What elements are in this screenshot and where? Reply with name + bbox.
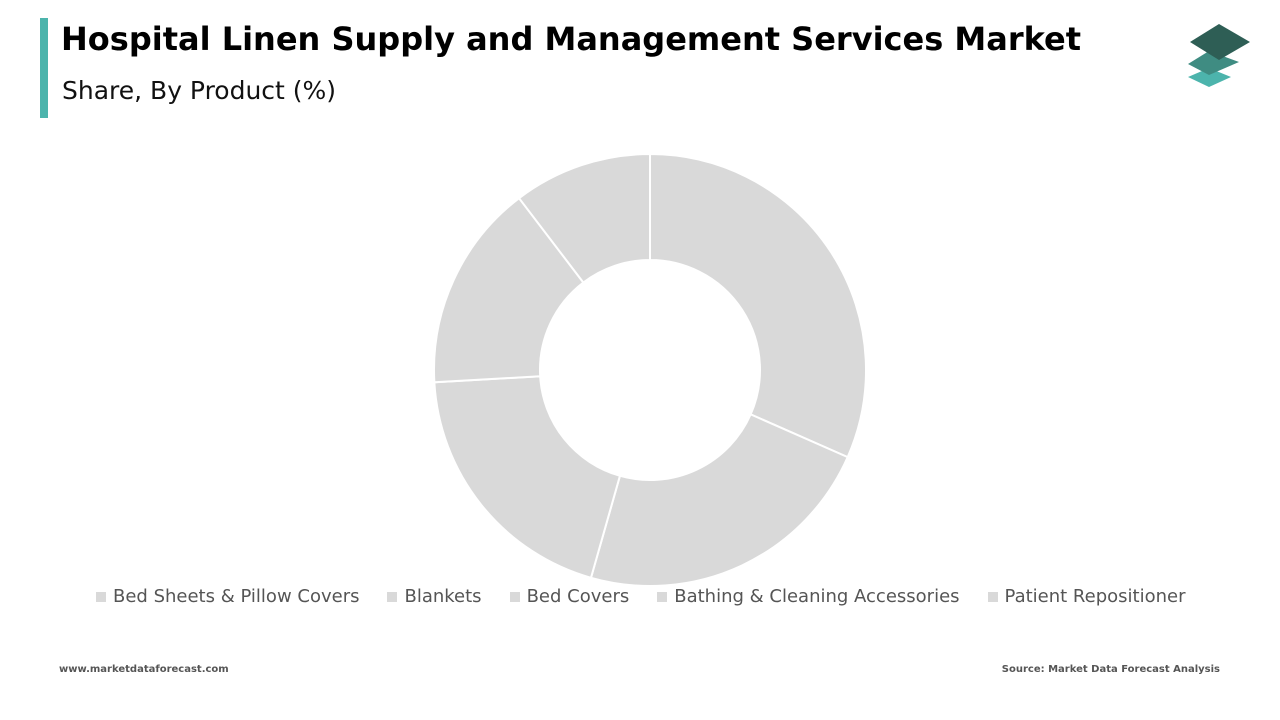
legend-swatch <box>987 591 998 602</box>
chart-legend: Bed Sheets & Pillow Covers Blankets Bed Co… <box>96 586 1196 607</box>
donut-slice-1 <box>649 152 867 459</box>
logo-layer-bottom <box>1188 68 1231 87</box>
title-accent-bar <box>40 18 48 118</box>
legend-swatch <box>657 591 668 602</box>
legend-label: Patient Repositioner <box>1004 586 1186 607</box>
page-title: Hospital Linen Supply and Management Ser… <box>61 20 1082 58</box>
legend-item: Bed Covers <box>509 586 630 607</box>
legend-label: Blankets <box>404 586 482 607</box>
source-credit: Source: Market Data Forecast Analysis <box>1001 664 1220 675</box>
legend-swatch <box>387 591 398 602</box>
legend-item: Patient Repositioner <box>987 586 1186 607</box>
donut-slice-4 <box>433 196 585 384</box>
page-subtitle: Share, By Product (%) <box>62 76 337 105</box>
donut-slice-3 <box>433 375 622 580</box>
legend-item: Bathing & Cleaning Accessories <box>657 586 960 607</box>
donut-slice-2 <box>589 413 849 587</box>
logo-layer-middle <box>1188 51 1239 75</box>
legend-label: Bathing & Cleaning Accessories <box>674 586 960 607</box>
legend-item: Blankets <box>387 586 482 607</box>
website-credit: www.marketdataforecast.com <box>59 664 229 675</box>
legend-item: Bed Sheets & Pillow Covers <box>96 586 359 607</box>
legend-swatch <box>509 591 520 602</box>
legend-swatch <box>96 591 106 602</box>
legend-label: Bed Covers <box>526 586 630 607</box>
stacked-layers-icon <box>1188 24 1250 87</box>
logo-layer-top <box>1190 24 1250 60</box>
legend-label: Bed Sheets & Pillow Covers <box>113 586 360 607</box>
donut-slice-5 <box>517 152 651 284</box>
